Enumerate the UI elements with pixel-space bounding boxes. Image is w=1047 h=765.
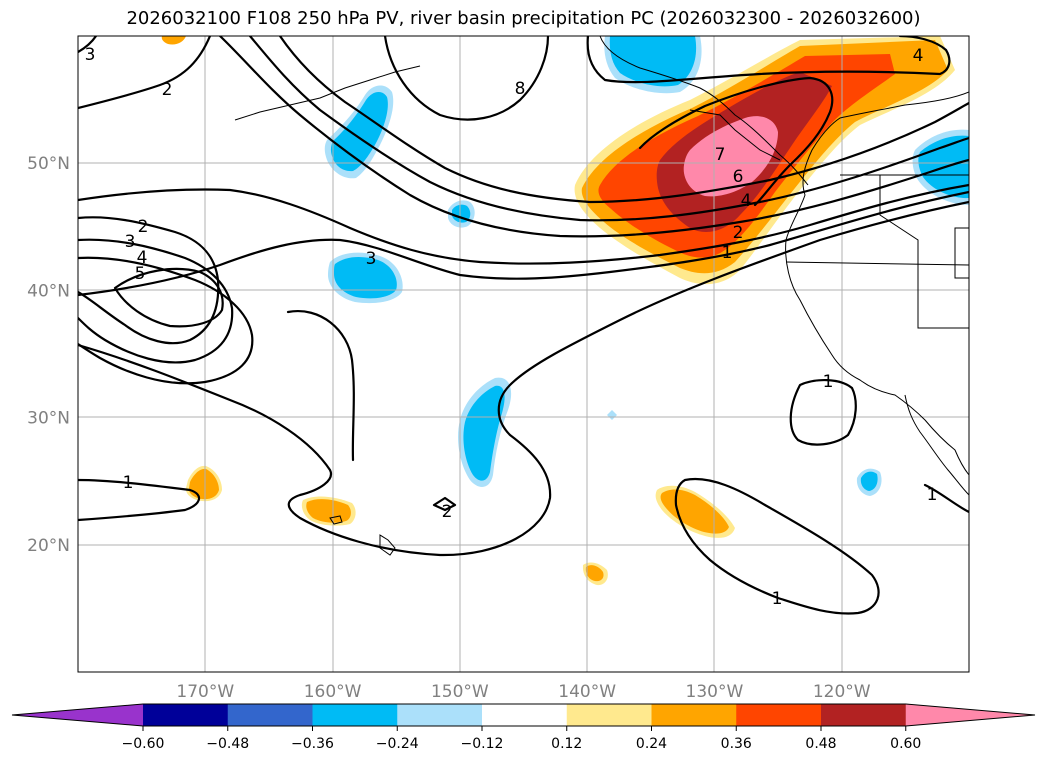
shade-negative-blob [334,256,397,299]
shade-positive-blob [660,489,729,534]
colorbar-tick-label: 0.48 [805,736,836,752]
longitude-label: 140°W [558,682,616,702]
pv-contours [78,36,969,615]
contour-label: 2 [162,80,173,100]
colorbar-segment [651,704,737,726]
pv-contour [218,36,969,238]
colorbar-segment [143,704,229,726]
longitude-label: 150°W [431,682,489,702]
shade-positive-blob [585,565,604,582]
colorbar-tick-label: 0.24 [636,736,667,752]
latitude-labels: 50°N 40°N 30°N 20°N [27,154,70,556]
pv-contour [78,36,212,110]
colorbar-tick-label: 0.36 [721,736,752,752]
colorbar-tick-label: −0.48 [206,736,249,752]
contour-label: 2 [138,217,149,237]
colorbar-segment [482,704,568,726]
contour-label: 7 [715,145,726,165]
pv-contour [78,256,254,385]
pv-contour [248,36,969,222]
shade-0.60 [683,116,778,197]
contour-label: 4 [913,46,924,66]
longitude-label: 160°W [304,682,362,702]
pv-contour [278,36,969,204]
contour-label: 1 [722,243,733,263]
latitude-label: 40°N [27,281,70,301]
pv-contour [432,496,457,512]
colorbar-segment [227,704,313,726]
colorbar-tick-label: −0.36 [291,736,334,752]
colorbar-segment [566,704,652,726]
longitude-label: 170°W [176,682,234,702]
pv-contour [78,238,234,364]
contour-label: 1 [123,473,134,493]
pv-contour [78,190,969,297]
pv-contour [113,267,224,328]
shade-negative-blob [609,36,697,87]
contour-label: 3 [366,249,377,269]
pv-contour [674,477,880,615]
contour-label: 5 [135,264,146,284]
latitude-label: 20°N [27,536,70,556]
colorbar-segment [736,704,822,726]
pv-contour [923,483,969,514]
contour-label: 3 [125,232,136,252]
colorbar-tick-label: 0.12 [551,736,582,752]
pv-contour [78,183,969,265]
contour-label: 6 [733,167,744,187]
pv-contour [586,36,951,84]
pv-contour [638,76,834,207]
map-area: 3 2 2 3 4 5 3 8 7 6 4 2 1 4 1 1 2 1 1 [78,36,969,672]
contour-label: 8 [515,79,526,99]
shade-negative-blob [860,471,878,491]
contour-label: 4 [137,248,148,268]
shade-negative-blob [463,385,505,481]
shade-positive-blob [161,36,186,45]
map-frame [77,35,970,673]
map-title: 2026032100 F108 250 hPa PV, river basin … [126,8,921,29]
colorbar-segment [312,704,398,726]
pv-contour [78,200,969,557]
contour-label: 1 [927,485,938,505]
contour-label: 1 [823,372,834,392]
pv-contour [286,309,355,462]
colorbar-tick-label: −0.60 [122,736,165,752]
shade-positive-blob [188,468,219,500]
latitude-label: 30°N [27,409,70,429]
colorbar-segment [397,704,483,726]
pv-contour [78,36,98,54]
contour-labels: 3 2 2 3 4 5 3 8 7 6 4 2 1 4 1 1 2 1 1 [85,45,938,609]
colorbar-extend-max [905,704,1035,726]
pv-contour [78,216,220,345]
colorbar-tick-label: 0.60 [890,736,921,752]
contour-label: 3 [85,45,96,65]
colorbar-tick-label: −0.12 [461,736,504,752]
pv-contour [789,379,857,446]
negative-anomaly-shading [324,36,969,496]
colorbar-tick-label: −0.24 [376,736,419,752]
shade-positive-blob [306,499,351,523]
pv-contour [78,478,201,522]
longitude-label: 130°W [686,682,744,702]
colorbar-extend-min [12,704,143,726]
contour-label: 1 [772,589,783,609]
longitude-label: 120°W [813,682,871,702]
contour-label: 2 [442,502,453,522]
longitude-labels: 170°W 160°W 150°W 140°W 130°W 120°W [176,682,870,702]
colorbar-segment [821,704,907,726]
pv-contour [383,36,550,121]
colorbar: −0.60 −0.48 −0.36 −0.24 −0.12 0.12 0.24 0.36 0.4… [11,703,1036,752]
contour-label: 2 [733,223,744,243]
latitude-label: 50°N [27,154,70,174]
contour-label: 4 [741,191,752,211]
